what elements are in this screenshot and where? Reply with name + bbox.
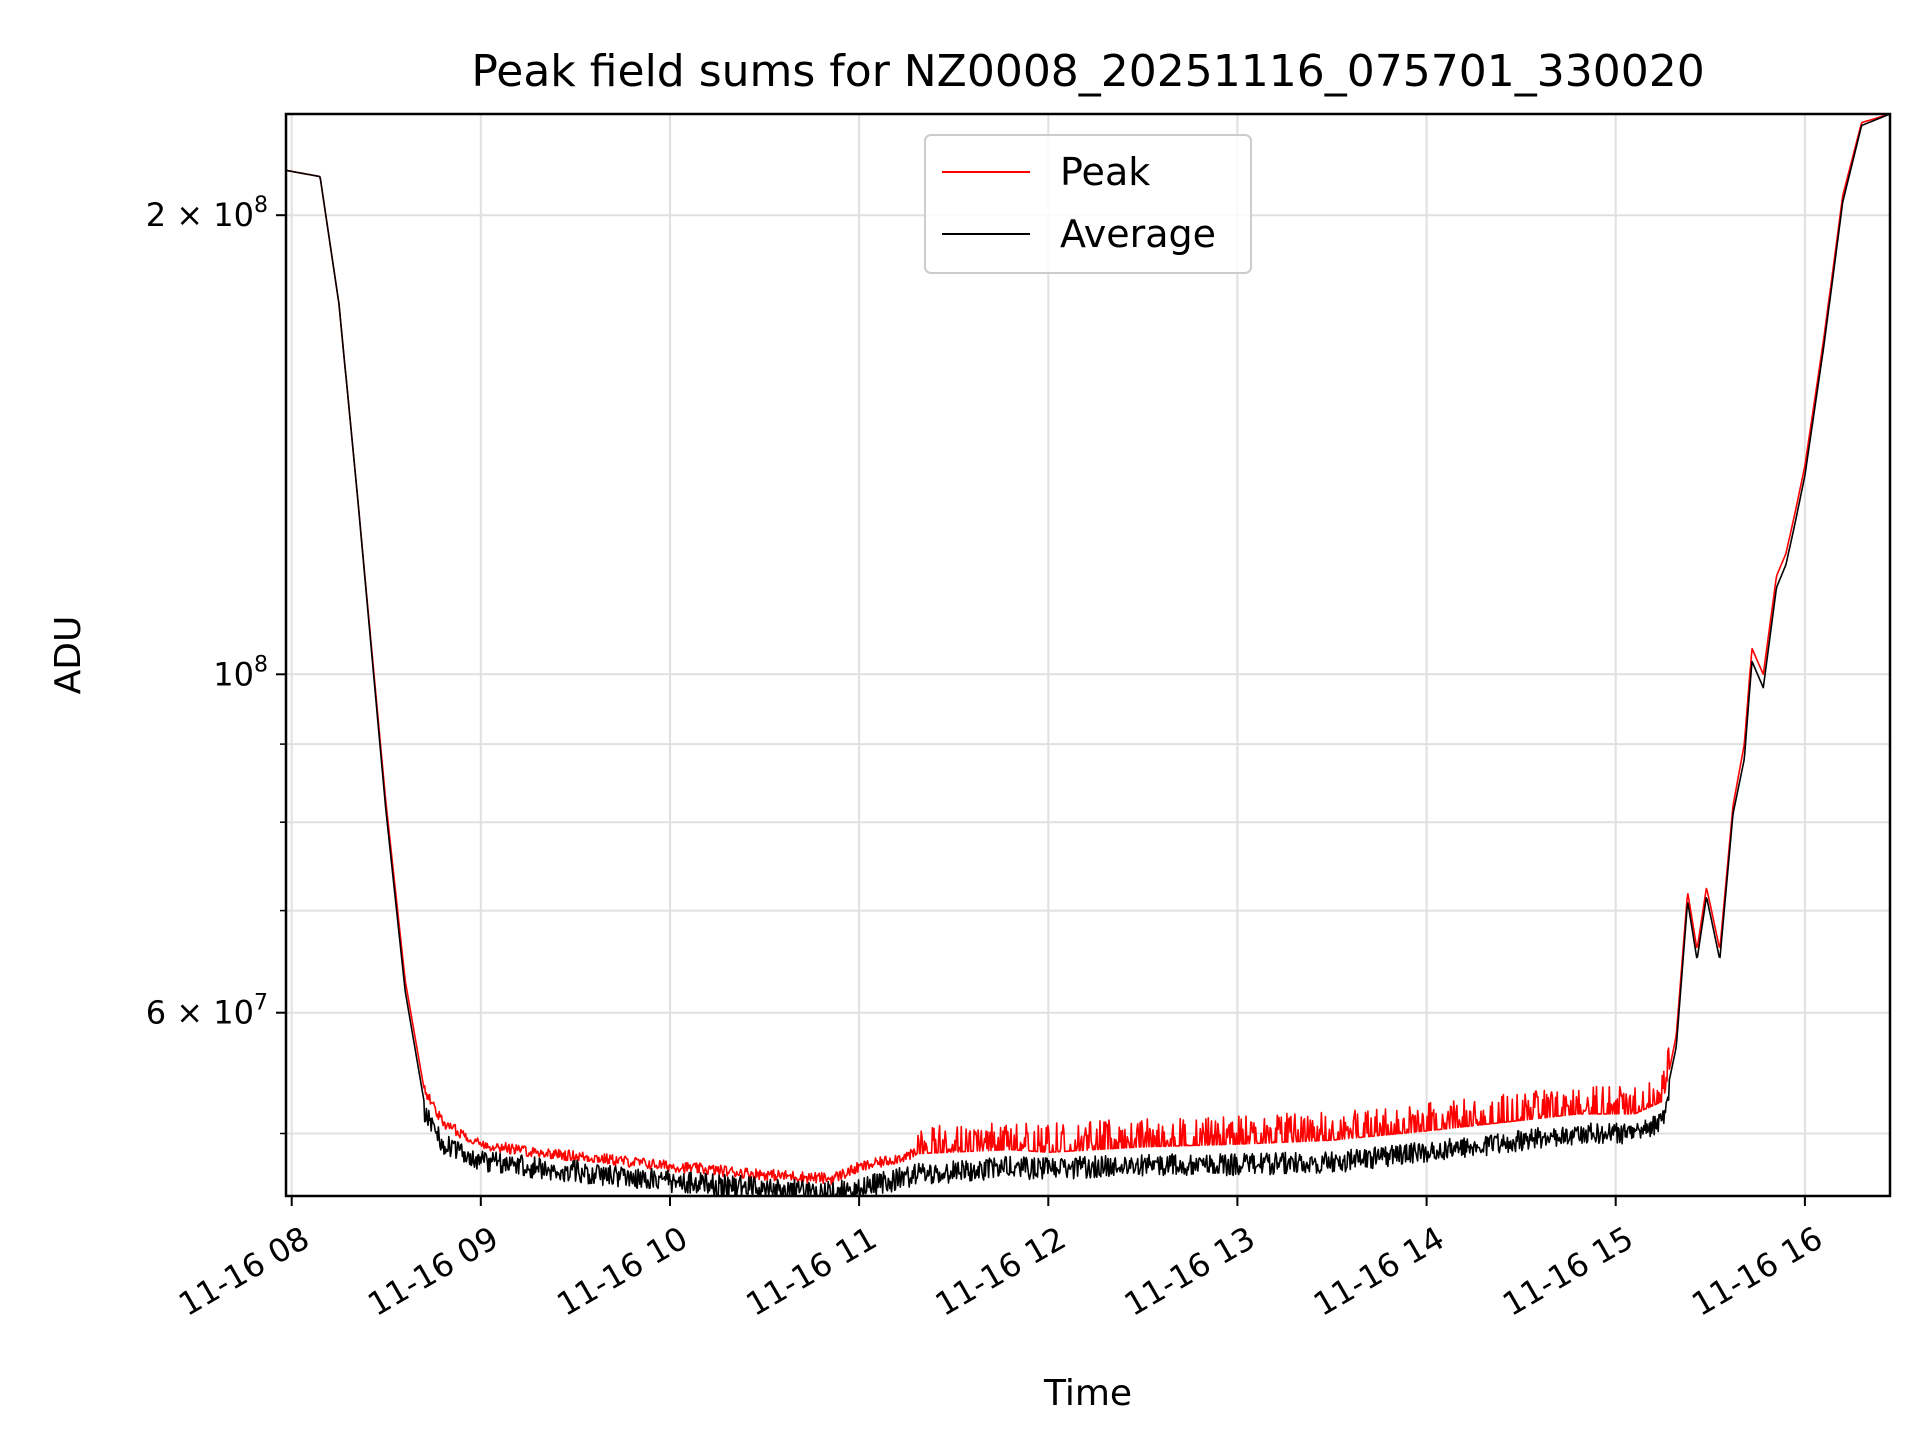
y-tick-label: 6 × 107: [146, 991, 268, 1032]
series-line-average: [285, 113, 1891, 1197]
y-axis: 2 × 108 108 6 × 107: [146, 193, 286, 1135]
legend: Peak Average: [924, 134, 1252, 274]
series-line-peak: [285, 113, 1891, 1185]
y-tick-label: 2 × 108: [146, 193, 268, 234]
x-axis-label: Time: [1043, 1373, 1132, 1414]
chart-title: Peak field sums for NZ0008_20251116_0757…: [471, 46, 1704, 97]
plot-frame: [284, 112, 1892, 1198]
legend-label-peak: Peak: [1060, 150, 1150, 194]
legend-label-average: Average: [1060, 212, 1216, 256]
y-tick-label: 108: [213, 652, 268, 693]
y-axis-label: ADU: [48, 616, 89, 695]
series-layer: [285, 113, 1891, 1197]
legend-box: [924, 134, 1252, 274]
